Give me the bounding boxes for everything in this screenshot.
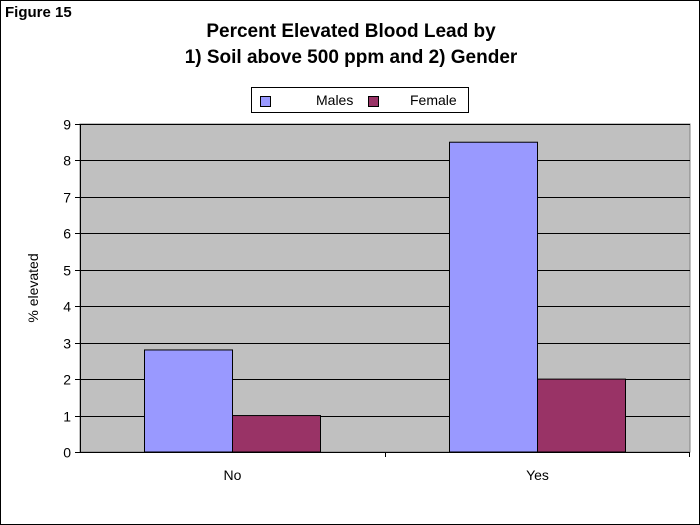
x-tick-label: Yes — [526, 467, 549, 483]
y-tick-label: 9 — [63, 117, 71, 133]
y-tick-label: 7 — [63, 190, 71, 206]
bar-males-no — [144, 349, 233, 453]
y-tick-label: 4 — [63, 299, 71, 315]
y-tick-label: 2 — [63, 372, 71, 388]
y-axis-label: % elevated — [25, 253, 41, 322]
legend-label-female: Female — [410, 92, 457, 108]
legend-swatch-males — [260, 96, 271, 107]
figure-label: Figure 15 — [5, 4, 72, 21]
legend-swatch-female — [368, 96, 379, 107]
x-tick-label: No — [224, 467, 242, 483]
legend-label-males: Males — [316, 92, 354, 108]
y-tick-label: 3 — [63, 336, 71, 352]
legend: Males Female — [251, 87, 469, 113]
y-tick-label: 5 — [63, 263, 71, 279]
y-tick-label: 8 — [63, 153, 71, 169]
chart-title-line-2: 1) Soil above 500 ppm and 2) Gender — [184, 47, 518, 68]
chart-title-line-1: Percent Elevated Blood Lead by — [206, 21, 496, 42]
y-tick-label: 6 — [63, 226, 71, 242]
y-tick-label: 1 — [63, 409, 71, 425]
bar-female-yes — [537, 378, 626, 453]
bar-males-yes — [449, 141, 538, 453]
y-tick-label: 0 — [63, 445, 71, 461]
bar-female-no — [232, 415, 321, 453]
